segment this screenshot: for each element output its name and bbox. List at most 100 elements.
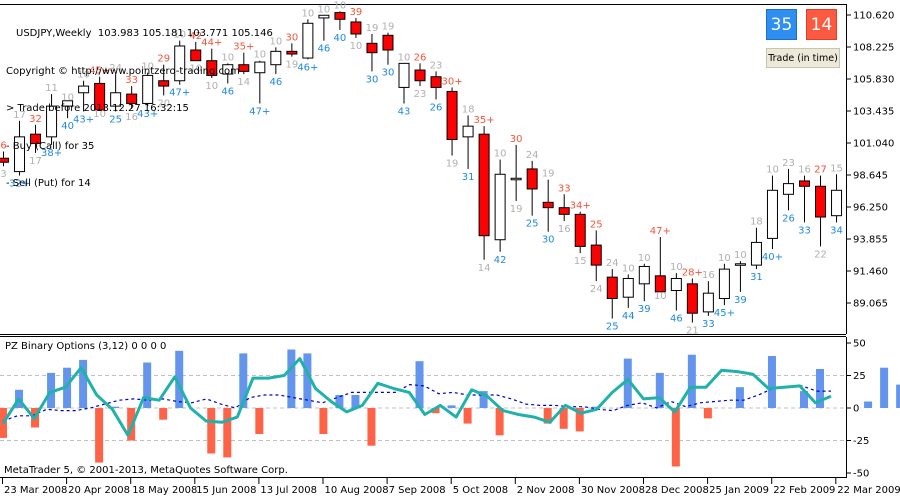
svg-text:10: 10 xyxy=(654,291,667,302)
svg-text:39: 39 xyxy=(734,295,747,306)
svg-text:25: 25 xyxy=(526,219,539,230)
candle: 10 46 xyxy=(318,4,331,54)
svg-text:46: 46 xyxy=(318,44,331,55)
svg-text:47+: 47+ xyxy=(650,226,671,237)
svg-text:10: 10 xyxy=(318,4,331,15)
svg-text:30 Nov 2008: 30 Nov 2008 xyxy=(581,485,645,496)
svg-text:46: 46 xyxy=(670,314,683,325)
candle: 10 43+ xyxy=(73,70,94,126)
candle: 32 17 xyxy=(29,114,42,167)
svg-text:47+: 47+ xyxy=(249,106,270,117)
svg-text:10: 10 xyxy=(253,50,266,61)
candle: 33 16 xyxy=(558,183,571,235)
svg-text:108.225: 108.225 xyxy=(853,42,894,53)
svg-text:10: 10 xyxy=(93,109,106,120)
svg-text:20 Apr 2008: 20 Apr 2008 xyxy=(68,485,130,496)
svg-text:29: 29 xyxy=(157,54,170,65)
svg-text:14: 14 xyxy=(237,77,250,88)
svg-text:93.855: 93.855 xyxy=(853,234,888,245)
svg-text:25: 25 xyxy=(590,219,603,230)
call-score-button[interactable]: 35 xyxy=(766,9,797,40)
svg-text:101.040: 101.040 xyxy=(853,138,894,149)
candle: 24 25 xyxy=(526,150,539,230)
sell-put-line: - Sell (Put) for 14 xyxy=(6,178,91,189)
candle: 34+ 15 xyxy=(570,201,591,267)
svg-text:23 Mar 2008: 23 Mar 2008 xyxy=(4,485,67,496)
svg-text:44: 44 xyxy=(622,311,635,322)
svg-text:18 May 2008: 18 May 2008 xyxy=(132,485,197,496)
svg-text:40+: 40+ xyxy=(762,252,783,263)
svg-text:11: 11 xyxy=(45,83,58,94)
svg-text:10: 10 xyxy=(734,250,747,261)
svg-text:43+: 43+ xyxy=(73,114,94,125)
candle: 45+ 10 xyxy=(89,66,110,120)
svg-text:43+: 43+ xyxy=(137,109,158,120)
svg-text:25: 25 xyxy=(853,371,866,382)
svg-text:25 Jan 2009: 25 Jan 2009 xyxy=(709,485,769,496)
candle: 10 44 xyxy=(622,263,635,321)
svg-text:45+: 45+ xyxy=(714,308,735,319)
svg-text:16: 16 xyxy=(125,112,138,123)
indicator-y-axis: 50 25 0 -25 -50 xyxy=(846,339,869,480)
svg-text:40: 40 xyxy=(61,121,74,132)
svg-text:16: 16 xyxy=(702,270,715,281)
svg-text:32: 32 xyxy=(29,114,42,125)
svg-text:13 Jul 2008: 13 Jul 2008 xyxy=(260,485,317,496)
candle: 35+ 14 xyxy=(474,115,495,274)
candle: 33 16 xyxy=(125,75,138,123)
svg-text:31: 31 xyxy=(750,272,763,283)
candle: 24 25 xyxy=(606,258,619,332)
platform-copyright: MetaTrader 5, © 2001-2013, MetaQuotes So… xyxy=(4,465,288,476)
svg-text:24: 24 xyxy=(109,63,122,74)
svg-text:42: 42 xyxy=(189,31,202,42)
svg-text:22 Feb 2009: 22 Feb 2009 xyxy=(773,485,835,496)
svg-text:0: 0 xyxy=(853,404,859,415)
svg-text:33: 33 xyxy=(702,319,715,330)
svg-text:46+: 46+ xyxy=(297,62,318,73)
price-y-axis: 110.620 108.225 105.830 103.435 101.040 98.64… xyxy=(846,11,894,309)
candle: 25 24 xyxy=(590,219,603,295)
candle: 27 22 xyxy=(814,165,827,261)
svg-text:47+: 47+ xyxy=(169,88,190,99)
put-score-button[interactable]: 14 xyxy=(806,9,837,40)
svg-text:22: 22 xyxy=(814,249,827,260)
svg-text:30: 30 xyxy=(366,74,379,85)
svg-text:45+: 45+ xyxy=(89,66,110,77)
candle: 10 40 xyxy=(61,92,74,132)
svg-text:30: 30 xyxy=(382,68,395,79)
svg-text:46: 46 xyxy=(221,86,234,97)
candle: 30 19 xyxy=(285,32,298,70)
svg-text:96.250: 96.250 xyxy=(853,202,888,213)
svg-text:19: 19 xyxy=(542,169,555,180)
chart-info-panel: USDJPY,Weekly 103.983 105.181 103.771 10… xyxy=(6,3,273,203)
candle: 10 45+ xyxy=(714,253,735,319)
candle: 17 32+ xyxy=(9,110,30,190)
svg-text:10: 10 xyxy=(269,36,282,47)
svg-text:6: 6 xyxy=(0,141,6,152)
svg-text:10: 10 xyxy=(61,92,74,103)
svg-text:10: 10 xyxy=(398,52,411,63)
candle: 10 47+ xyxy=(169,30,190,99)
svg-text:24: 24 xyxy=(606,258,619,269)
svg-text:26: 26 xyxy=(782,213,795,224)
trade-in-time-button[interactable]: Trade (in time) xyxy=(766,48,840,68)
svg-text:15 Jun 2008: 15 Jun 2008 xyxy=(196,485,256,496)
svg-text:10: 10 xyxy=(766,165,779,176)
svg-text:89.065: 89.065 xyxy=(853,298,888,309)
candle: 44+ 10 xyxy=(201,38,222,92)
candle: 26 23 xyxy=(414,52,427,100)
svg-text:26: 26 xyxy=(414,52,427,63)
indicator-lines xyxy=(1,357,832,437)
svg-text:10: 10 xyxy=(77,70,90,81)
svg-text:19: 19 xyxy=(510,204,523,215)
svg-text:27: 27 xyxy=(814,165,827,176)
copyright-line: Copyright © http://www.pointzero-trading… xyxy=(6,65,240,77)
candle: 10 43 xyxy=(398,52,411,117)
svg-text:17: 17 xyxy=(13,110,26,121)
